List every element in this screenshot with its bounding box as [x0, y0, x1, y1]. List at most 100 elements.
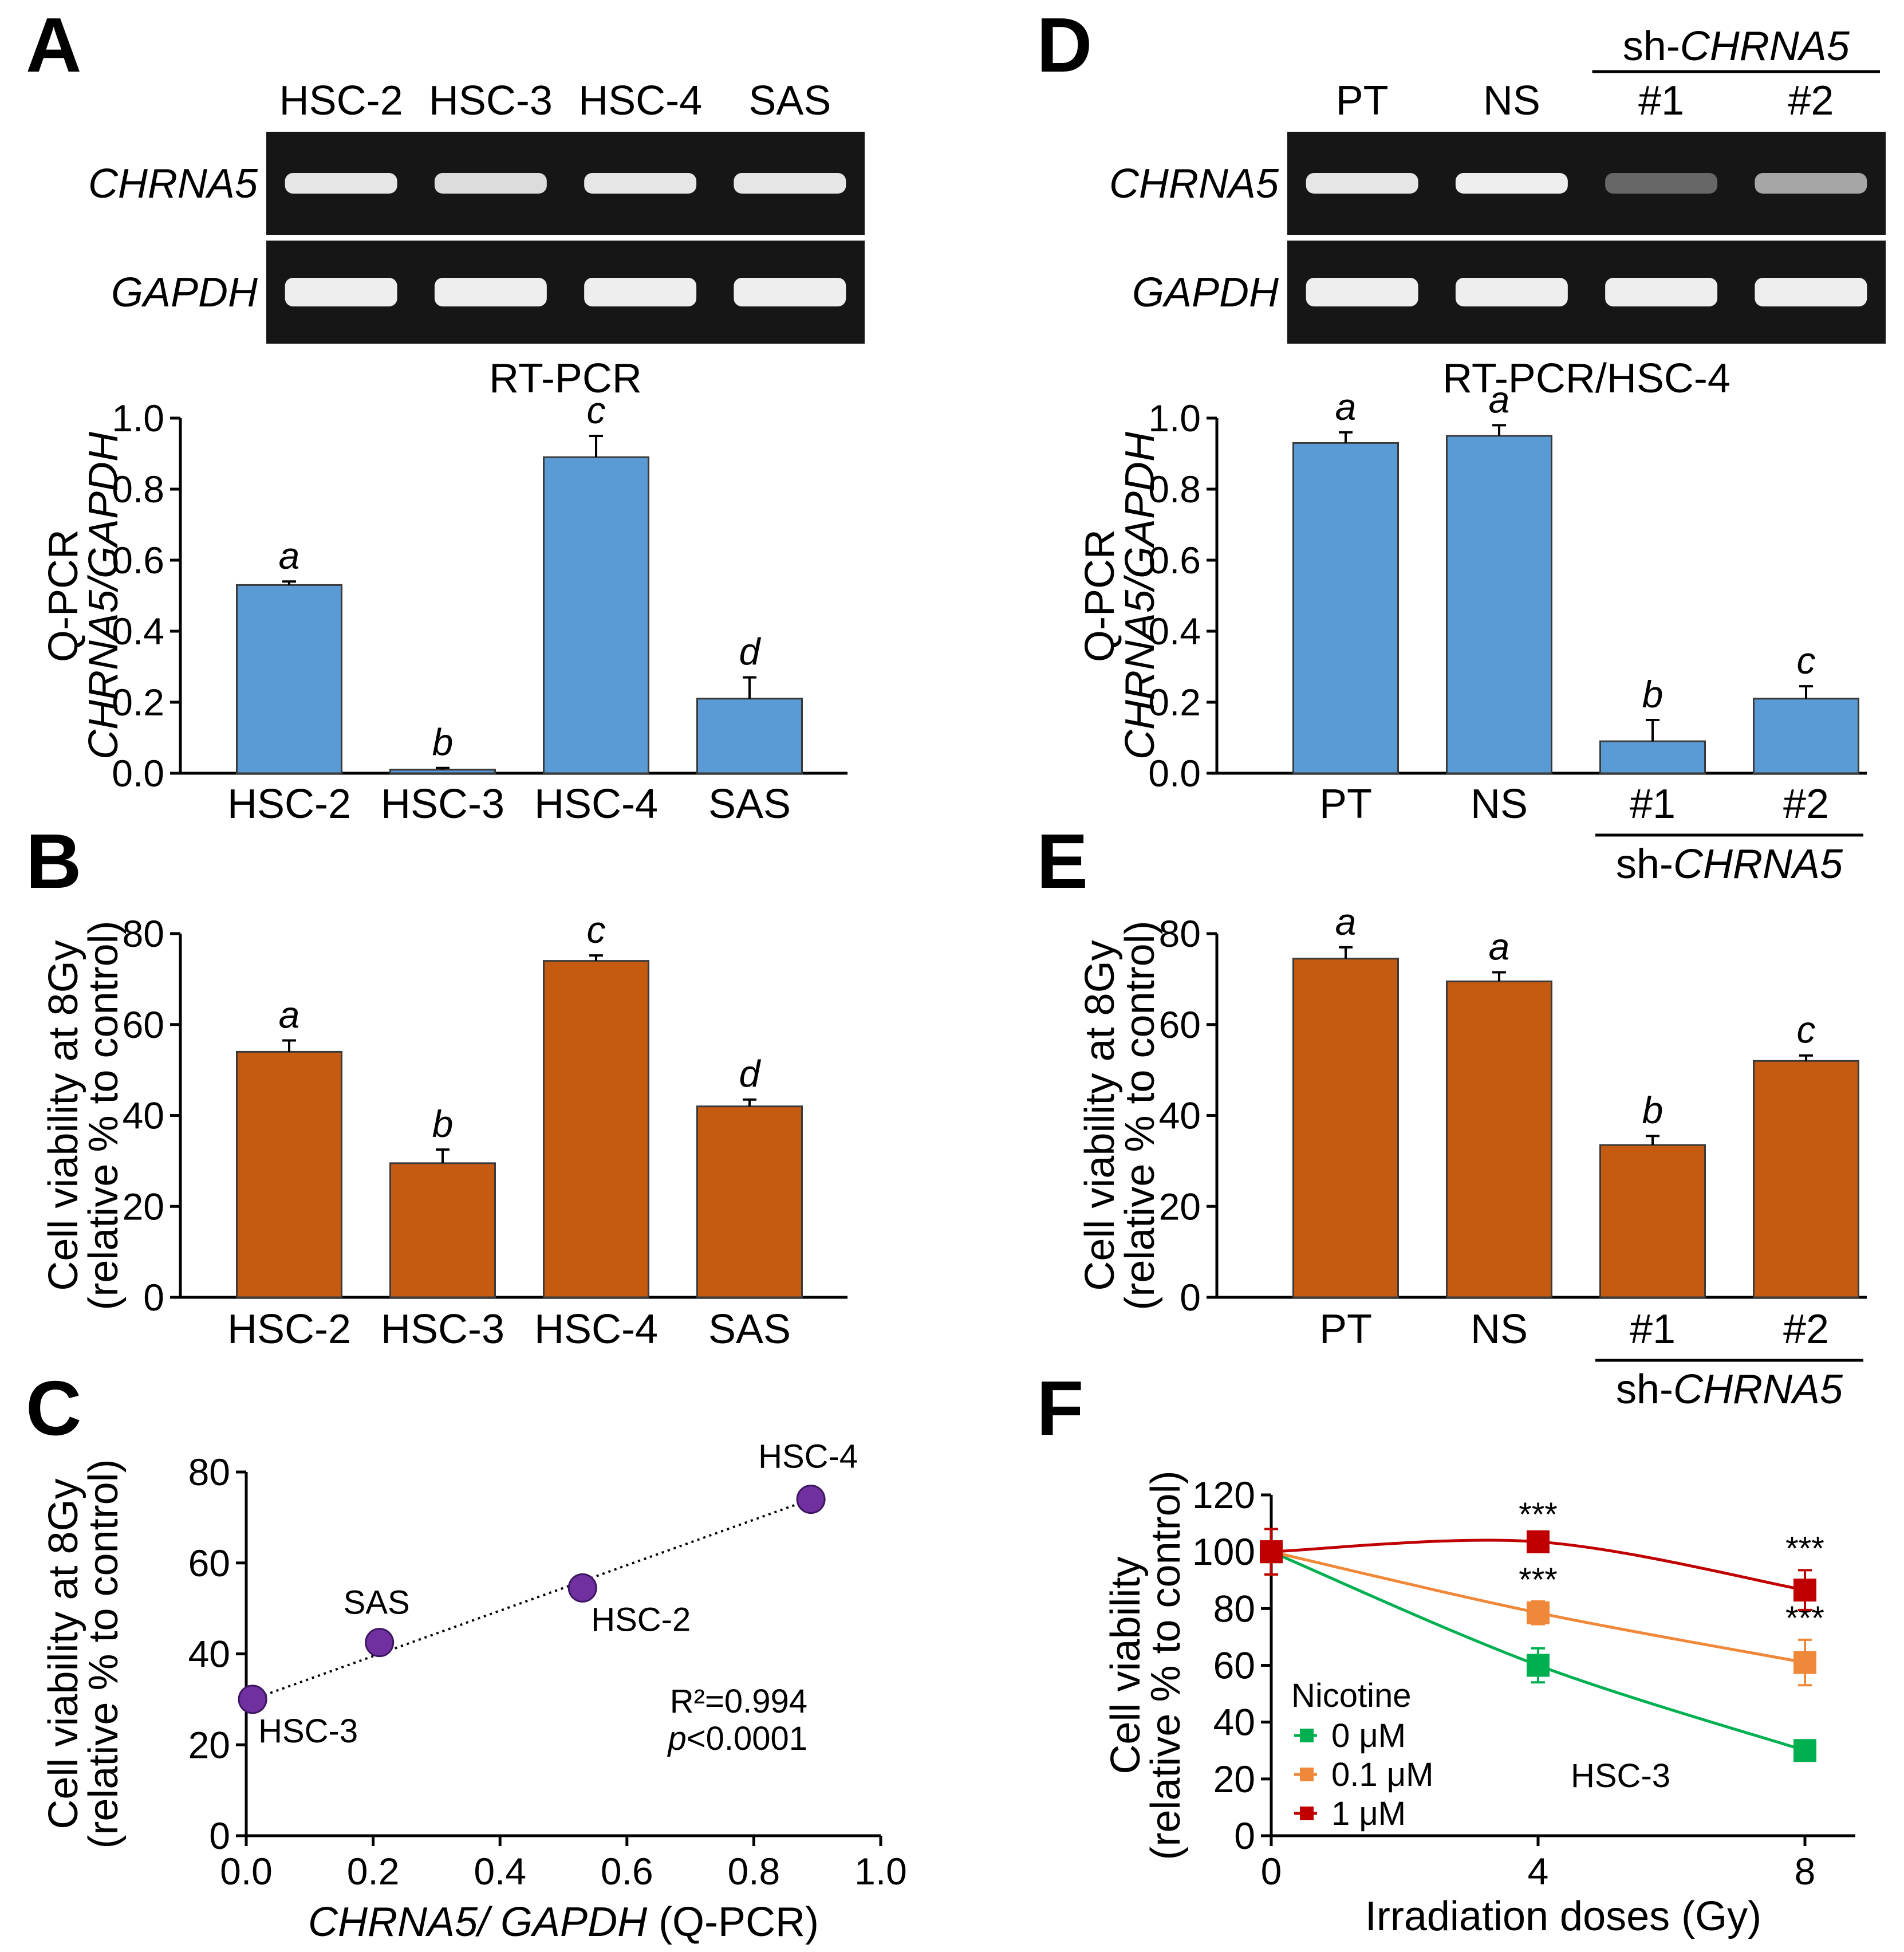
y-tick-label: 40	[1159, 1095, 1201, 1137]
y-tick-label: 1.0	[112, 397, 164, 439]
series-marker	[1793, 1651, 1816, 1674]
gel-band	[285, 278, 397, 306]
lane-label: PT	[1336, 78, 1389, 124]
y-tick-label: 100	[1192, 1530, 1255, 1573]
x-axis-label-part: CHRNA5/ GAPDH	[308, 1899, 648, 1945]
panel-E: 0 20 40 60 80 Cell viability at 8Gy(relative …	[1077, 900, 1867, 1412]
y-tick-label: 120	[1192, 1474, 1255, 1516]
category-label: HSC-3	[381, 1306, 504, 1352]
legend-label: 0 μM	[1331, 1717, 1406, 1754]
legend-swatch	[1300, 1768, 1314, 1781]
bar-NS	[1446, 980, 1552, 1298]
significance-stars: ***	[1785, 1530, 1824, 1567]
y-axis-label: Q-PCR	[1077, 529, 1123, 662]
gel-row-label: CHRNA5	[1109, 161, 1279, 207]
group-label: sh-CHRNA5	[1616, 1367, 1843, 1412]
y-tick-label: 0.6	[1148, 539, 1201, 581]
y-axis-label-units: (relative % to control)	[81, 920, 127, 1310]
y-tick-label: 0	[143, 1276, 164, 1319]
legend-title: Nicotine	[1291, 1677, 1412, 1714]
p-value: p<0.0001	[667, 1720, 807, 1757]
significance-letter: c	[587, 389, 606, 431]
significance-letter: d	[739, 631, 762, 673]
lane-label: HSC-2	[279, 78, 403, 124]
panel-letter-A: A	[26, 2, 82, 88]
y-tick-label: 1.0	[1148, 397, 1201, 439]
y-axis-label-gene: CHRNA5/GAPDH	[81, 431, 127, 759]
bar-SAS	[696, 1105, 803, 1298]
category-label: HSC-2	[227, 781, 351, 827]
y-tick-label: 80	[1213, 1587, 1255, 1630]
bar-#1	[1599, 1144, 1706, 1298]
significance-stars: ***	[1519, 1561, 1558, 1599]
gel-A: HSC-2 HSC-3 HSC-4 SAS CHRNA5 GAPDH RT-PCR	[88, 78, 865, 402]
scatter-point	[365, 1628, 395, 1658]
scatter-point	[567, 1573, 597, 1603]
y-axis-label-units: (relative % to control)	[1143, 1470, 1189, 1860]
x-axis-label: Irradiation doses (Gy)	[1365, 1894, 1761, 1939]
gel-band	[1605, 173, 1718, 194]
legend-label: 1 μM	[1331, 1795, 1406, 1832]
bar-HSC-3	[389, 769, 496, 774]
gel-band	[584, 173, 697, 194]
significance-letter: b	[1642, 1089, 1663, 1131]
y-tick-label: 20	[123, 1185, 164, 1227]
y-tick-label: 40	[1213, 1701, 1255, 1744]
y-tick-label: 0.6	[112, 539, 164, 581]
lane-label: #2	[1788, 78, 1834, 124]
x-tick-label: 0	[1261, 1850, 1282, 1892]
significance-letter: a	[1489, 925, 1510, 967]
lane-label: NS	[1483, 78, 1540, 124]
scatter-point	[238, 1685, 267, 1714]
panel-B: 0 20 40 60 80 Cell viability at 8Gy(relative …	[41, 908, 847, 1352]
x-tick-label: 0.6	[601, 1850, 653, 1892]
legend-label: 0.1 μM	[1331, 1756, 1433, 1793]
gel-band	[1306, 173, 1418, 194]
significance-letter: c	[1797, 1009, 1816, 1051]
gel-row-label: GAPDH	[1132, 270, 1279, 316]
p-value-part: <0.0001	[687, 1720, 807, 1757]
x-tick-label: 0.8	[728, 1850, 780, 1892]
y-tick-label: 0	[1180, 1276, 1201, 1319]
y-axis-label: Cell viability at 8Gy	[41, 940, 86, 1290]
gel-band	[1455, 278, 1568, 306]
y-tick-label: 20	[1213, 1758, 1255, 1800]
significance-letter: b	[432, 1103, 454, 1145]
y-tick-label: 0.4	[112, 610, 164, 652]
r-squared: R²=0.994	[670, 1683, 807, 1720]
category-label: HSC-4	[534, 781, 658, 827]
group-label-part: sh-	[1616, 1367, 1673, 1412]
y-tick-label: 0.0	[112, 752, 164, 794]
y-axis-label-units: (relative % to control)	[81, 1459, 127, 1848]
y-tick-label: 20	[1159, 1185, 1201, 1227]
p-value-part: p	[667, 1720, 686, 1757]
significance-letter: a	[1335, 385, 1357, 428]
y-axis-label: Cell viability	[1103, 1556, 1149, 1774]
gel-band	[1755, 278, 1867, 306]
category-label: PT	[1319, 1306, 1372, 1352]
x-axis-label: CHRNA5/ GAPDH (Q-PCR)	[308, 1899, 819, 1945]
gel-band	[434, 173, 547, 194]
y-tick-label: 0	[209, 1815, 230, 1857]
category-label: #1	[1630, 781, 1676, 827]
point-label: HSC-2	[591, 1601, 691, 1638]
bar-HSC-3	[389, 1162, 496, 1298]
legend-swatch	[1300, 1729, 1314, 1742]
gel-band	[434, 278, 547, 306]
gel-band	[285, 173, 397, 194]
x-tick-label: 4	[1528, 1850, 1549, 1892]
gel-caption: RT-PCR	[489, 356, 642, 402]
y-axis-label-gene: CHRNA5/GAPDH	[1117, 431, 1163, 759]
category-label: HSC-3	[381, 781, 504, 827]
series-marker	[1527, 1601, 1550, 1624]
group-label: sh-CHRNA5	[1616, 841, 1843, 887]
category-label: NS	[1471, 781, 1528, 827]
panel-letter-F: F	[1036, 1365, 1083, 1451]
point-label: SAS	[344, 1584, 410, 1622]
panel-F: 0 20 40 60 80 100 120 0 4 8 Irradiation doses (Gy)…	[1103, 1470, 1855, 1939]
y-tick-label: 0.4	[1148, 610, 1201, 652]
panel-letter-D: D	[1036, 2, 1093, 88]
